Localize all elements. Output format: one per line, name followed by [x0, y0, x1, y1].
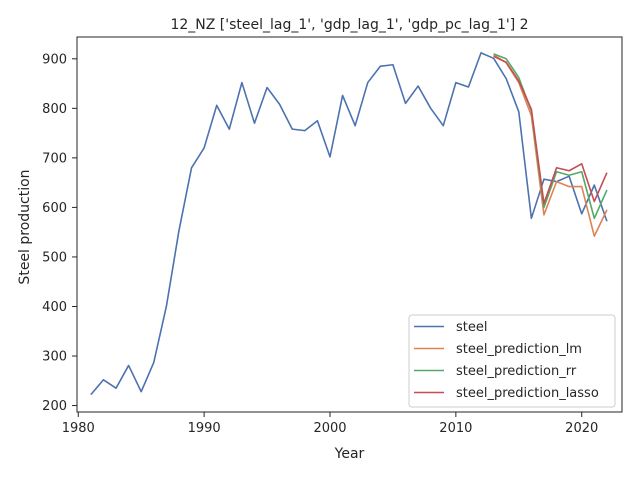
y-tick-label: 600 — [42, 201, 67, 216]
series-line-steel — [90, 52, 608, 396]
legend-label: steel_prediction_rr — [456, 364, 577, 379]
y-axis-label: Steel production — [17, 169, 33, 284]
x-tick-label: 1980 — [62, 421, 95, 436]
y-tick-label: 500 — [42, 250, 67, 265]
legend-label: steel — [456, 320, 487, 335]
y-tick-label: 200 — [42, 399, 67, 414]
y-tick-label: 300 — [42, 350, 67, 365]
x-tick-label: 2010 — [439, 421, 472, 436]
chart-title: 12_NZ ['steel_lag_1', 'gdp_lag_1', 'gdp_… — [170, 17, 528, 33]
series-line-steel-prediction-rr — [493, 53, 608, 220]
x-axis-label: Year — [334, 446, 365, 462]
series-lines — [90, 52, 608, 396]
legend-box — [408, 314, 616, 408]
x-tick-label: 1990 — [188, 421, 221, 436]
legend-label: steel_prediction_lm — [456, 342, 582, 357]
y-tick-label: 900 — [42, 52, 67, 67]
legend: steel steel_prediction_lm steel_prediction… — [408, 314, 616, 408]
y-tick-label: 700 — [42, 151, 67, 166]
series-line-steel-prediction-lasso — [493, 55, 608, 205]
x-tick-label: 2020 — [565, 421, 598, 436]
x-axis-ticks: 1980 1990 2000 2010 2020 — [62, 412, 598, 436]
y-axis-ticks: 200 300 400 500 600 700 800 900 — [42, 52, 77, 414]
legend-label: steel_prediction_lasso — [456, 386, 599, 401]
y-tick-label: 400 — [42, 300, 67, 315]
x-tick-label: 2000 — [313, 421, 346, 436]
y-tick-label: 800 — [42, 102, 67, 117]
